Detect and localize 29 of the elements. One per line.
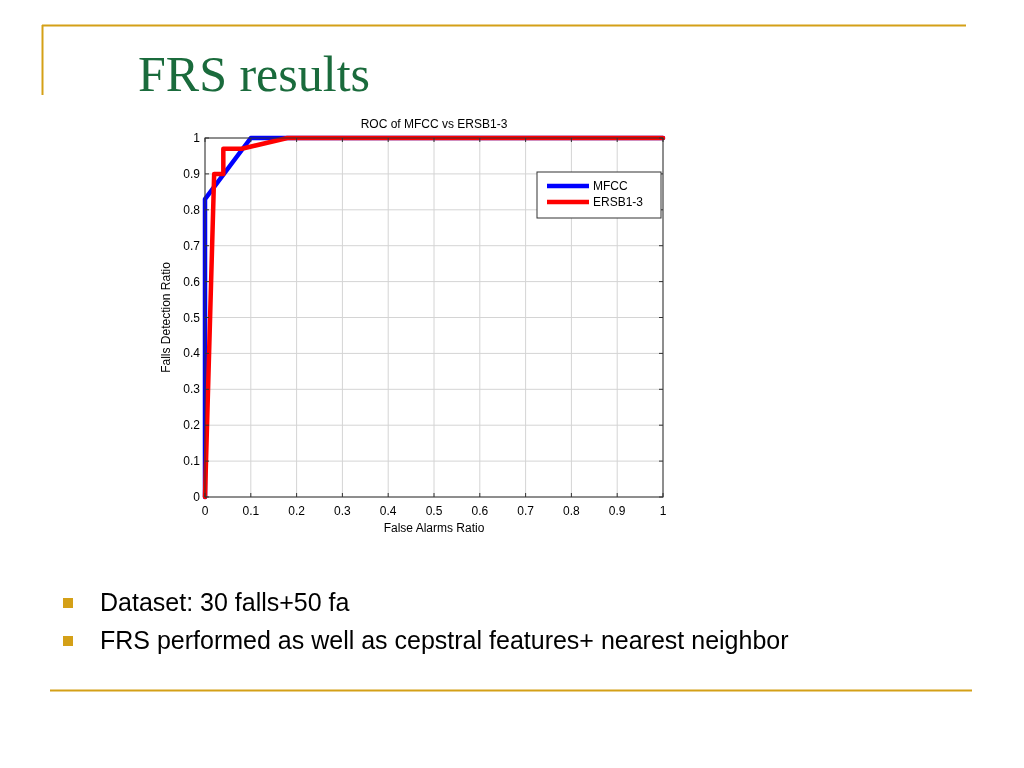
y-tick-label: 0.8 xyxy=(183,202,201,217)
y-tick-label: 0.5 xyxy=(183,310,201,325)
chart-subtitle: ROC of MFCC vs ERSB1-3 xyxy=(360,117,508,131)
y-tick-label: 0.6 xyxy=(183,274,201,289)
y-tick-label: 0.1 xyxy=(183,454,201,469)
x-tick-label: 0.1 xyxy=(242,504,260,518)
y-tick-label: 0.9 xyxy=(183,166,201,181)
x-tick-label: 0.7 xyxy=(517,504,535,518)
x-tick-label: 1 xyxy=(659,504,667,518)
x-tick-label: 0.8 xyxy=(563,504,581,518)
y-axis-title: Falls Detection Ratio xyxy=(159,261,173,373)
y-tick-label: 0 xyxy=(193,490,201,504)
text: Dataset: 30 falls+50 fa xyxy=(100,588,350,616)
x-tick-label: 0.4 xyxy=(379,504,397,518)
y-tick-label: 0.7 xyxy=(183,238,201,253)
x-tick-label: 0.6 xyxy=(471,504,489,518)
x-tick-label: 0.9 xyxy=(608,504,626,518)
legend-label: MFCC xyxy=(593,179,628,193)
x-tick-label: 0.5 xyxy=(425,504,443,518)
x-axis-title: False Alarms Ratio xyxy=(383,521,485,535)
x-tick-label: 0.3 xyxy=(334,504,352,518)
y-tick-label: 1 xyxy=(193,131,201,145)
x-tick-label: 0.2 xyxy=(288,504,306,518)
y-tick-label: 0.4 xyxy=(183,346,201,361)
y-tick-label: 0.2 xyxy=(183,418,201,433)
legend-label: ERSB1-3 xyxy=(593,195,644,209)
y-tick-label: 0.3 xyxy=(183,382,201,397)
text: FRS performed as well as cepstral features+ nearest neighbor xyxy=(100,626,789,654)
chart-title: FRS results xyxy=(138,46,371,102)
